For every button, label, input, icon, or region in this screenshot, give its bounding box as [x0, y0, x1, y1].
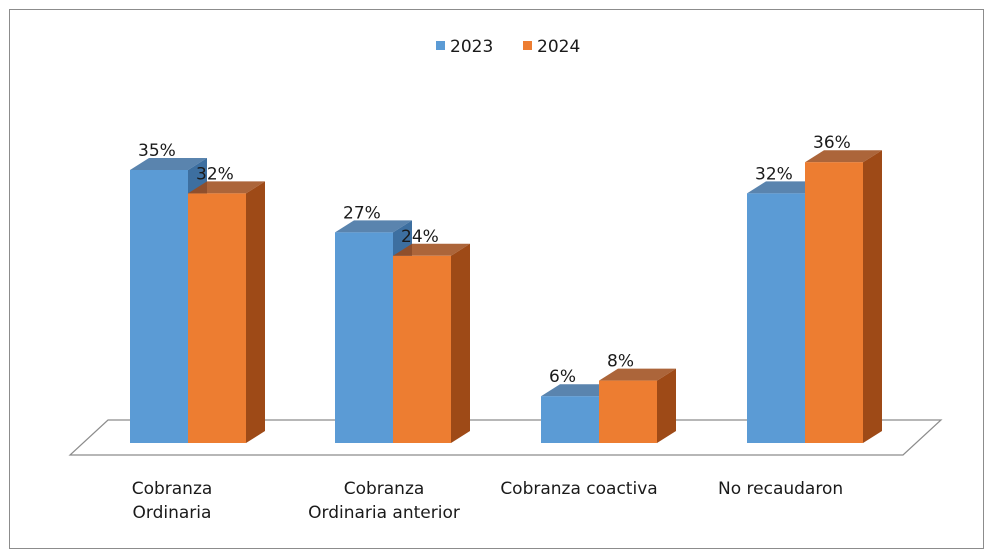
bar-top [335, 220, 412, 233]
chart-floor [68, 419, 943, 456]
data-label: 8% [607, 352, 634, 372]
category-label-line: Ordinaria anterior [308, 503, 460, 523]
data-label: 24% [401, 227, 439, 247]
data-labels: 35% 32% 27% 24% 6% 8% 32% 36% [138, 133, 851, 387]
legend-swatch [523, 41, 532, 50]
data-label: 35% [138, 141, 176, 161]
bar-2024-3 [805, 150, 882, 443]
bar-top [599, 368, 676, 381]
bar-top [130, 158, 207, 170]
bar-front [335, 232, 393, 443]
bar-top [805, 150, 882, 163]
bar-group [130, 150, 882, 443]
category-label: Cobranza Ordinaria [132, 479, 213, 523]
category-label: Cobranza coactiva [500, 479, 657, 499]
bar-side [657, 368, 676, 443]
legend-swatch [436, 41, 445, 50]
category-label-line: Ordinaria [133, 503, 212, 523]
legend-label: 2023 [450, 37, 493, 57]
bar-front [393, 255, 451, 443]
legend-label: 2024 [537, 37, 580, 57]
category-label-line: Cobranza [344, 479, 425, 499]
floor-plane [68, 419, 943, 456]
data-label: 36% [813, 133, 851, 153]
bar-front [599, 380, 657, 443]
category-label-line: Cobranza coactiva [500, 479, 657, 499]
data-label: 32% [196, 164, 234, 184]
bar-2024-1 [393, 243, 470, 443]
data-label: 32% [755, 164, 793, 184]
legend-item-2024: 2024 [523, 37, 580, 57]
bar-chart: 35% 32% 27% 24% 6% 8% 32% 36% Cobranza Ordinaria… [68, 37, 943, 523]
bar-side [863, 150, 882, 443]
bar-top [747, 181, 824, 194]
category-label-line: No recaudaron [718, 479, 843, 499]
bar-2024-2 [599, 368, 676, 443]
bar-top [393, 243, 470, 256]
category-label: No recaudaron [718, 479, 843, 499]
category-label: Cobranza Ordinaria anterior [308, 479, 460, 523]
bar-front [805, 162, 863, 443]
data-label: 6% [549, 367, 576, 387]
legend-item-2023: 2023 [436, 37, 493, 57]
bar-2024-0 [188, 181, 265, 443]
category-label-line: Cobranza [132, 479, 213, 499]
bar-top [541, 384, 618, 397]
bar-side [451, 243, 470, 443]
bar-front [541, 396, 599, 443]
bar-front [130, 170, 188, 443]
data-label: 27% [343, 203, 381, 223]
bar-side [246, 181, 265, 443]
bar-front [188, 193, 246, 443]
category-labels: Cobranza Ordinaria Cobranza Ordinaria anter… [132, 479, 843, 523]
bar-front [747, 193, 805, 443]
legend: 2023 2024 [436, 37, 580, 57]
bar-top [188, 181, 265, 194]
